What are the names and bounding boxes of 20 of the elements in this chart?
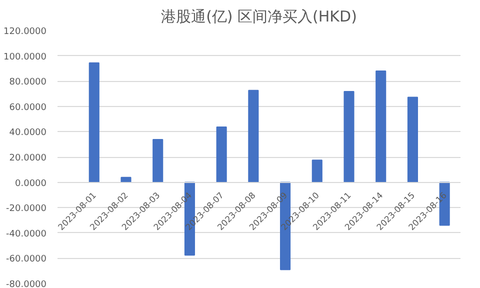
- y-tick-label: 20.0000: [9, 154, 47, 164]
- y-tick-label: -60.0000: [6, 254, 47, 265]
- y-tick-label: 120.0000: [4, 27, 47, 37]
- bar: [248, 90, 259, 183]
- bar: [407, 96, 418, 183]
- y-tick-label: -20.0000: [6, 204, 47, 214]
- y-tick-label: 0.0000: [15, 178, 47, 189]
- bar: [152, 139, 164, 183]
- bar: [376, 70, 386, 183]
- bar: [344, 90, 354, 183]
- bar: [216, 126, 227, 183]
- bar: [88, 62, 100, 183]
- y-tick-label: 100.0000: [4, 52, 47, 62]
- y-tick-label: 40.0000: [9, 128, 47, 138]
- chart-title: 港股通(亿) 区间净买入(HKD): [161, 8, 357, 26]
- y-tick-label: -80.0000: [6, 280, 47, 288]
- y-tick-label: 60.0000: [9, 102, 47, 113]
- bar: [312, 160, 322, 183]
- y-tick-label: -40.0000: [6, 229, 47, 240]
- y-tick-label: 80.0000: [9, 78, 47, 88]
